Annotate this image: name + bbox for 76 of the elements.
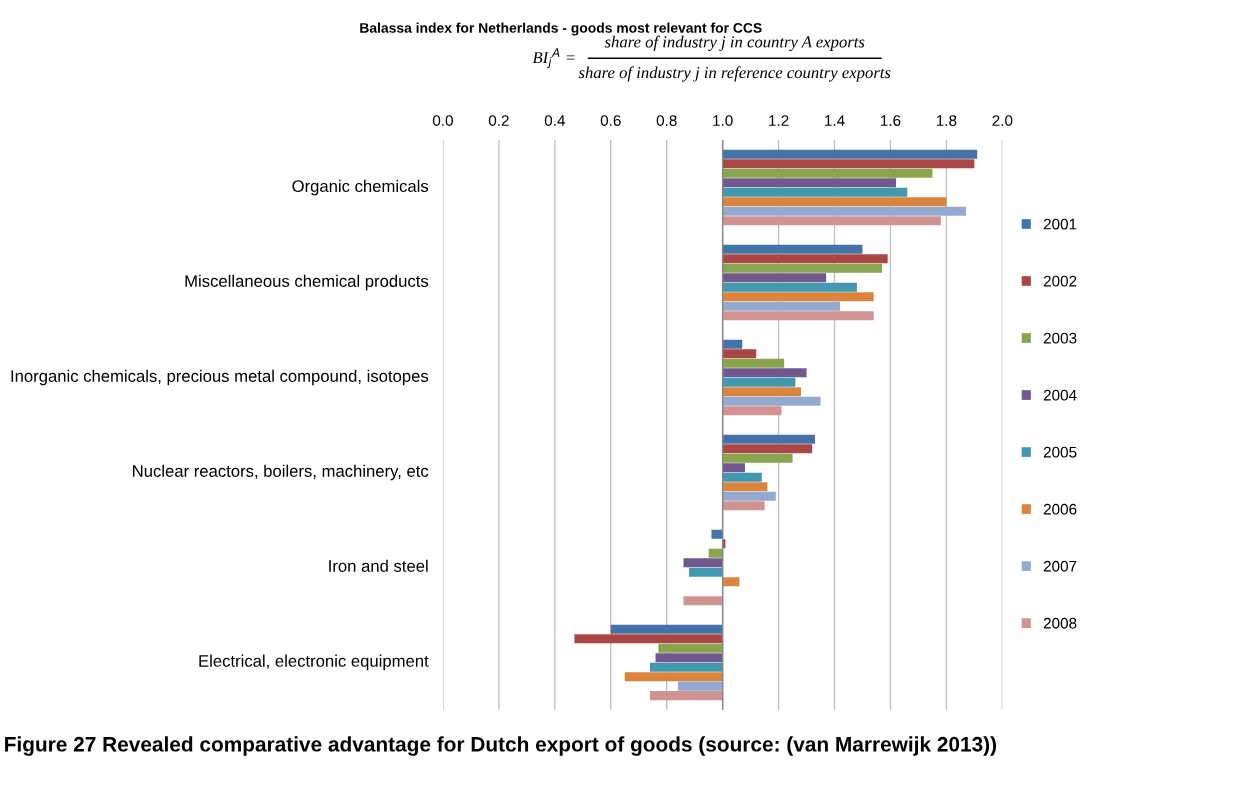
bar [722,434,815,444]
bar [722,387,801,397]
text: share of industry j in reference country exports [578,66,891,82]
chart-title: Balassa index for Netherlands - goods most relevant for CCS [360,22,762,36]
bar [722,463,746,473]
x-tick-label: 1.2 [769,115,789,126]
bar [708,548,723,558]
y-tick-label: Iron and steel [329,559,428,572]
bar [722,168,933,178]
y-tick-label: Nuclear reactors, boilers, machinery, etc [133,464,429,481]
x-tick-label: 1.6 [881,115,901,126]
y-tick-label: Electrical, electronic equipment [199,654,429,671]
bar [722,254,888,264]
chart-subtitle: BI$_{j}$$^{A}$ = [532,48,575,69]
bar [610,624,723,634]
y-tick-label: Miscellaneous chemical products [185,274,429,291]
bar [655,653,723,663]
bar [722,482,768,492]
bar [677,681,723,691]
bar [649,662,723,672]
x-tick-label: 0.0 [432,115,453,126]
bar [649,691,723,701]
bar [683,596,723,606]
y-tick-label: Inorganic chemicals, precious metal compound, isotopes [11,369,429,386]
x-tick-label: 1.4 [825,115,845,126]
bar [722,491,776,501]
bar [722,453,793,463]
bar [722,577,740,587]
x-tick-label: 2.0 [992,115,1013,126]
bar [722,149,978,159]
legend-label: 2002 [1043,275,1077,287]
bar [689,567,723,577]
x-tick-label: 0.6 [600,115,621,126]
bar [722,206,966,216]
bar [722,349,757,359]
bar [722,216,941,226]
text: share of industry j in country A exports [604,35,865,51]
x-tick-label: 1.8 [936,115,957,126]
bar [722,396,821,406]
legend-label: 2007 [1043,560,1077,572]
bar [722,301,841,311]
bar [658,643,723,653]
bar [722,244,863,254]
bar [722,187,908,197]
x-tick-label: 0.2 [488,115,509,126]
x-tick-label: 0.4 [544,115,565,126]
bar [722,282,857,292]
bar [722,197,947,207]
legend-label: 2003 [1043,332,1077,344]
bar [722,178,897,188]
y-tick-label: Organic chemicals [292,179,429,196]
bar [722,501,765,511]
bar [574,634,723,644]
x-tick-label: 0.8 [656,115,677,126]
legend-label: 2004 [1043,389,1077,401]
legend-label: 2006 [1043,503,1077,515]
bar [722,273,827,283]
bar [722,292,874,302]
bar [711,529,723,539]
x-tick-label: 1.0 [713,115,733,126]
bar [683,558,723,568]
legend-label: 2005 [1043,446,1077,458]
legend-label: 2001 [1043,218,1077,230]
bar [722,339,743,349]
bar [624,672,723,682]
bar [722,263,883,273]
bar [722,472,762,482]
bar [722,377,796,387]
bar [722,368,807,378]
caption: Figure 27 Revealed comparative advantage for Dutch export of goods (source: (van Marrewijk 2013)) [5,736,997,756]
bar [722,358,785,368]
legend-label: 2008 [1043,617,1077,629]
bar [722,159,975,169]
bar [722,444,813,454]
bar [722,311,874,321]
bar [722,406,782,416]
